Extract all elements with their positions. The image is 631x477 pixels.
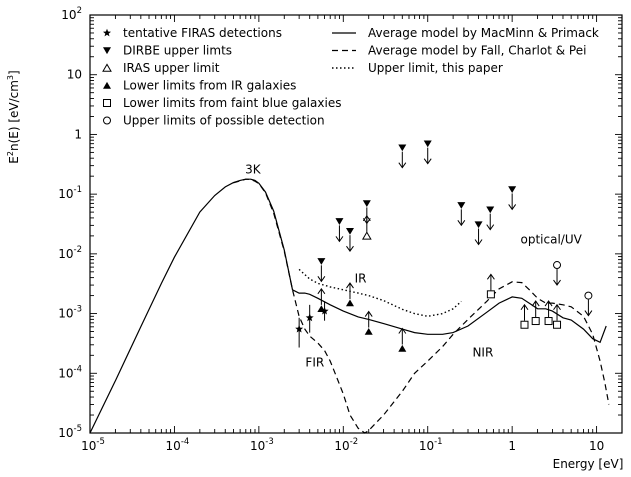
arrow-head [457,220,466,227]
arrow-head [423,158,432,165]
circle-open-marker [584,291,593,300]
triangle-down-marker [103,47,111,55]
arrow-head [520,303,529,311]
arrow-head [474,239,483,246]
arrow-head [335,236,344,243]
tick-label: 10-5 [81,437,105,453]
legend-label: Upper limits of possible detection [123,114,325,128]
tick-label: 10-2 [58,245,82,261]
arrow-head [346,282,354,289]
arrow-head [544,300,553,307]
arrow-head [584,310,593,317]
arrow-head [553,279,561,286]
arrow-head [398,162,407,169]
legend-label: DIRBE upper limts [123,44,232,58]
triangle-down-marker [317,258,326,265]
region-label: 3K [245,163,262,177]
triangle-up-open-marker [102,63,112,72]
tick-label: 1 [74,127,82,141]
circle-open-marker [553,261,562,270]
y-axis-label: E2n(E) [eV/cm3] [6,70,21,163]
plot-frame [89,14,623,434]
tick-label: 10-5 [58,424,82,440]
legend: tentative FIRAS detections DIRBE upper li… [102,26,599,128]
triangle-down-marker [345,227,354,235]
tick-label: 10-4 [58,364,82,380]
square-open-marker [544,317,553,326]
triangle-down-marker [486,206,495,214]
legend-label: Average model by MacMinn & Primack [368,26,599,40]
arrow-head [486,224,495,231]
tick-label: 10 [67,68,82,82]
region-label: FIR [305,355,324,369]
triangle-down-marker [474,221,483,229]
star-marker [305,313,314,322]
square-open-marker [103,99,111,107]
arrow-head [531,300,540,307]
tick-label: 10 [589,439,604,453]
arrow-head [486,273,495,280]
tick-label: 10-3 [250,437,274,453]
tick-label: 10-4 [166,437,190,453]
arrow-head [362,215,371,222]
tick-label: 10-1 [419,437,443,453]
arrow-head [508,204,517,211]
triangle-down-marker [508,186,517,194]
legend-label: tentative FIRAS detections [123,26,282,40]
arrow-head [553,303,561,311]
circle-open-marker [103,116,111,125]
arrow-head [317,276,326,283]
tick-label: 102 [61,6,82,22]
plot-area: 10-5 10-4 10-3 10-2 10-1 1 10 10-5 10-4 10-3 10-2 1… [58,6,623,453]
legend-label: IRAS upper limit [123,61,220,75]
square-open-marker [486,290,495,299]
triangle-down-marker [423,140,432,148]
star-marker [103,28,111,37]
triangle-up-marker [345,299,354,307]
arrow-head [346,245,354,253]
star-marker [295,324,304,333]
y-axis-label-text: E2n(E) [eV/cm3] [6,70,21,163]
legend-label: Upper limit, this paper [368,61,503,75]
arrow-head [398,327,407,334]
tick-label: 10-3 [58,305,82,321]
arrow-head [317,287,326,295]
triangle-up-marker [103,81,111,89]
square-open-marker [553,320,562,329]
legend-label: Lower limits from IR galaxies [123,79,296,93]
tick-label: 10-1 [58,185,82,201]
triangle-down-marker [398,144,407,152]
triangle-up-marker [364,327,373,335]
region-label: NIR [472,346,493,360]
triangle-up-marker [398,344,407,352]
triangle-down-marker [335,218,344,225]
triangle-up-marker [317,305,326,313]
arrow-head [364,310,373,317]
triangle-up-open-marker [361,231,372,240]
triangle-down-marker [362,200,371,207]
triangle-down-marker [457,202,466,209]
star-marker [320,306,329,315]
series-line-solid [89,178,607,434]
legend-label: Average model by Fall, Charlot & Pei [368,44,586,58]
tick-label: 1 [508,439,516,453]
square-open-marker [531,317,540,326]
legend-label: Lower limits from faint blue galaxies [123,96,341,110]
tick-label: 10-2 [334,437,358,453]
region-label: optical/UV [521,232,583,246]
region-label: IR [355,272,367,286]
series-line-dashed [233,178,610,434]
x-axis-label: Energy [eV] [553,457,624,471]
square-open-marker [520,320,529,329]
